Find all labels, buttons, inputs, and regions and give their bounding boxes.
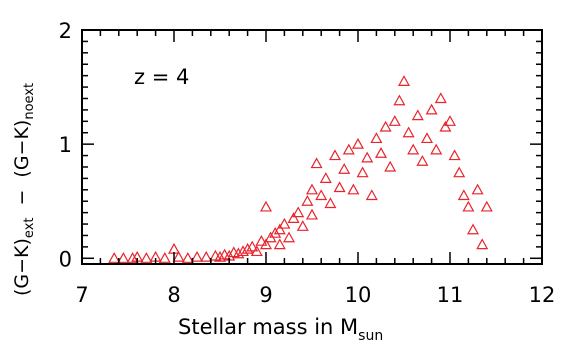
data-point: [347, 183, 360, 195]
plot-frame: [81, 29, 543, 265]
data-point: [282, 231, 296, 243]
data-point: [269, 226, 282, 238]
y-tick-label: 0: [59, 247, 72, 271]
data-point: [411, 109, 424, 121]
data-point: [471, 183, 484, 195]
x-axis-label-sub: sun: [358, 328, 383, 344]
y-tick-label: 2: [59, 19, 72, 43]
data-point: [379, 120, 392, 132]
data-point: [305, 208, 319, 220]
data-point: [236, 245, 250, 257]
y-axis-label-part1: (G−K): [11, 238, 33, 296]
data-point: [430, 143, 443, 155]
data-point: [397, 75, 411, 86]
data-point: [213, 250, 227, 262]
data-point: [301, 194, 314, 206]
data-point: [351, 137, 365, 149]
data-point: [439, 120, 452, 132]
data-point: [338, 163, 351, 174]
annotation-redshift: z = 4: [134, 65, 189, 89]
data-point: [181, 252, 194, 263]
data-points: [108, 75, 493, 263]
x-tick-label: 10: [345, 283, 372, 307]
y-axis-label-part1-sub: ext: [22, 218, 37, 239]
x-tick-label: 11: [437, 283, 464, 307]
data-point: [443, 115, 457, 126]
x-tick-label: 8: [167, 283, 180, 307]
data-point: [232, 247, 245, 259]
data-point: [259, 238, 273, 250]
data-point: [384, 160, 397, 172]
data-point: [296, 220, 309, 231]
data-point: [480, 200, 493, 212]
data-point: [361, 151, 374, 163]
data-point: [167, 242, 181, 254]
data-point: [158, 252, 171, 263]
data-point: [259, 200, 273, 212]
y-tick-label: 1: [59, 133, 72, 157]
data-point: [315, 189, 328, 201]
x-axis-label: Stellar mass in Msun: [178, 315, 383, 344]
data-point: [370, 132, 383, 144]
data-point: [292, 206, 305, 218]
data-point: [453, 166, 466, 178]
data-point: [365, 189, 378, 201]
data-point: [319, 172, 332, 183]
data-point: [374, 147, 388, 158]
data-point: [356, 166, 369, 178]
x-tick-label: 9: [259, 283, 272, 307]
data-point: [117, 252, 130, 263]
y-axis-label-dash: −: [11, 190, 33, 206]
data-point: [126, 252, 139, 263]
data-point: [250, 245, 263, 257]
data-point: [278, 217, 291, 229]
x-tick-label: 7: [75, 283, 88, 307]
data-point: [209, 249, 222, 261]
data-point: [273, 238, 286, 250]
axis-ticks: [81, 29, 543, 264]
data-point: [466, 223, 480, 235]
data-point: [393, 94, 406, 106]
data-point: [255, 234, 268, 246]
data-point: [388, 115, 401, 126]
data-point: [287, 212, 300, 223]
data-point: [108, 252, 121, 263]
data-point: [342, 143, 355, 155]
x-tick-label: 12: [529, 283, 556, 307]
data-point: [140, 252, 153, 263]
data-point: [425, 103, 438, 115]
data-point: [328, 149, 342, 161]
data-point: [434, 92, 447, 104]
data-point: [476, 238, 489, 250]
data-point: [172, 250, 185, 262]
data-point: [246, 240, 259, 252]
y-axis-label-part2-sub: noext: [22, 83, 37, 120]
data-point: [273, 223, 286, 235]
data-point: [324, 197, 337, 209]
y-axis-label: (G−K)ext−(G−K)noext: [11, 83, 37, 296]
data-point: [416, 155, 429, 166]
data-point: [310, 157, 323, 169]
y-axis-label-part2: (G−K): [11, 120, 33, 178]
data-point: [190, 250, 204, 262]
data-point: [402, 126, 415, 138]
data-point: [305, 183, 319, 195]
data-point: [420, 132, 434, 144]
data-point: [241, 242, 254, 254]
data-point: [200, 250, 213, 262]
data-point: [333, 181, 346, 193]
x-axis-label-main: Stellar mass in M: [178, 315, 358, 339]
data-point: [448, 149, 461, 161]
data-point: [457, 189, 470, 201]
data-point: [462, 200, 475, 212]
data-point: [407, 143, 420, 155]
